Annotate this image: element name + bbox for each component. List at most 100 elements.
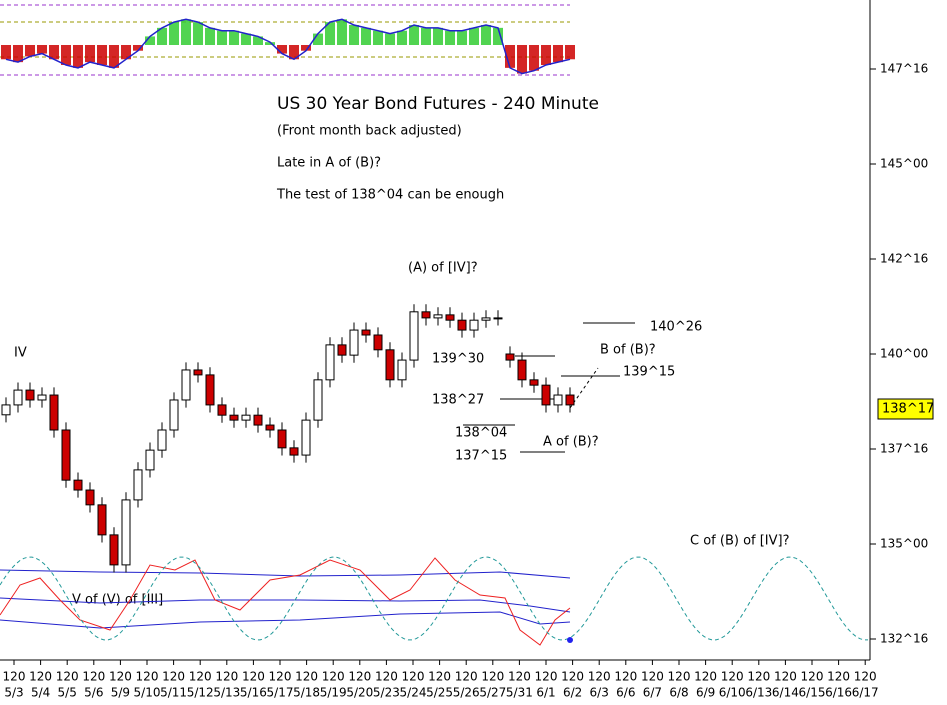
candle-body: [145, 449, 155, 471]
candle-body: [109, 534, 119, 566]
momentum-bar: [169, 22, 179, 45]
momentum-bar: [469, 27, 479, 45]
band-lower: [0, 611, 571, 629]
x-tick-label: 5/19: [320, 686, 347, 700]
momentum-bar: [97, 45, 107, 65]
candle-body: [433, 314, 443, 319]
candle-body: [505, 353, 515, 361]
x-time-label: 120: [56, 670, 79, 684]
x-time-label: 120: [3, 670, 26, 684]
momentum-bar: [73, 45, 83, 68]
candle-body: [493, 317, 503, 320]
momentum-bar: [361, 27, 371, 45]
x-time-label: 120: [295, 670, 318, 684]
x-tick-label: 6/1: [536, 686, 555, 700]
candle-body: [469, 319, 479, 331]
momentum-bar: [205, 27, 215, 45]
annotation: Late in A of (B)?: [277, 156, 381, 171]
momentum-bar: [25, 45, 35, 57]
momentum-bar: [145, 36, 155, 45]
candle-body: [25, 389, 35, 401]
band-upper: [0, 569, 571, 579]
x-tick-label: 5/12: [187, 686, 214, 700]
candle-body: [541, 384, 551, 406]
momentum-bar: [373, 30, 383, 45]
momentum-bar: [409, 25, 419, 45]
x-time-label: 120: [189, 670, 212, 684]
momentum-bar: [217, 30, 227, 45]
x-tick-label: 5/25: [426, 686, 453, 700]
x-tick-label: 6/6: [616, 686, 635, 700]
x-time-label: 120: [455, 670, 478, 684]
x-tick-label: 6/13: [745, 686, 772, 700]
x-tick-label: 5/27: [479, 686, 506, 700]
x-time-label: 120: [535, 670, 558, 684]
momentum-bar: [541, 45, 551, 65]
x-time-label: 120: [481, 670, 504, 684]
x-tick-label: 5/3: [4, 686, 23, 700]
annotation: 139^30: [432, 352, 484, 367]
candle-body: [397, 359, 407, 381]
candle-body: [289, 447, 299, 456]
candle-body: [61, 429, 71, 481]
momentum-bar: [565, 45, 575, 60]
x-tick-label: 6/3: [590, 686, 609, 700]
x-time-label: 120: [215, 670, 238, 684]
momentum-bar: [1, 45, 11, 60]
momentum-bar: [13, 45, 23, 63]
x-time-label: 120: [322, 670, 345, 684]
momentum-bar: [253, 36, 263, 45]
candle-body: [349, 329, 359, 356]
candle-body: [481, 317, 491, 321]
x-tick-label: 5/6: [84, 686, 103, 700]
x-tick-label: 6/8: [669, 686, 688, 700]
momentum-bar: [61, 45, 71, 65]
x-time-label: 120: [428, 670, 451, 684]
x-time-label: 120: [508, 670, 531, 684]
y-tick-label: 137^16: [880, 441, 928, 455]
momentum-bar: [109, 45, 119, 68]
annotation: 138^27: [432, 393, 484, 408]
momentum-bar: [49, 45, 59, 60]
momentum-bar: [193, 22, 203, 45]
candle-body: [553, 394, 563, 406]
candle-body: [529, 379, 539, 386]
momentum-bar: [421, 27, 431, 45]
x-time-label: 120: [801, 670, 824, 684]
momentum-bar: [385, 33, 395, 45]
momentum-bar: [325, 22, 335, 45]
x-tick-label: 5/18: [293, 686, 320, 700]
momentum-bar: [529, 45, 539, 71]
x-tick-label: 5/24: [400, 686, 427, 700]
candle-body: [85, 489, 95, 506]
momentum-bar: [241, 33, 251, 45]
x-tick-label: 5/5: [58, 686, 77, 700]
x-time-label: 120: [721, 670, 744, 684]
annotation: The test of 138^04 can be enough: [276, 188, 504, 203]
x-time-label: 120: [854, 670, 877, 684]
chart-title: US 30 Year Bond Futures - 240 Minute: [277, 94, 599, 114]
x-tick-label: 6/16: [825, 686, 852, 700]
candle-body: [373, 334, 383, 351]
momentum-bar: [337, 19, 347, 45]
x-tick-label: 5/9: [111, 686, 130, 700]
candle-body: [169, 399, 179, 431]
y-tick-label: 147^16: [880, 62, 928, 76]
x-time-label: 120: [614, 670, 637, 684]
annotation: IV: [14, 346, 27, 361]
candle-body: [133, 469, 143, 501]
x-time-label: 120: [348, 670, 371, 684]
candle-body: [241, 414, 251, 421]
candle-body: [313, 379, 323, 421]
x-time-label: 120: [561, 670, 584, 684]
lower-indicator: [0, 556, 868, 646]
candle-body: [49, 394, 59, 431]
candle-body: [193, 369, 203, 376]
x-tick-label: 5/31: [506, 686, 533, 700]
x-tick-label: 5/17: [267, 686, 294, 700]
x-tick-label: 5/23: [373, 686, 400, 700]
candle-body: [97, 504, 107, 536]
candle-body: [337, 344, 347, 356]
candle-body: [121, 499, 131, 566]
